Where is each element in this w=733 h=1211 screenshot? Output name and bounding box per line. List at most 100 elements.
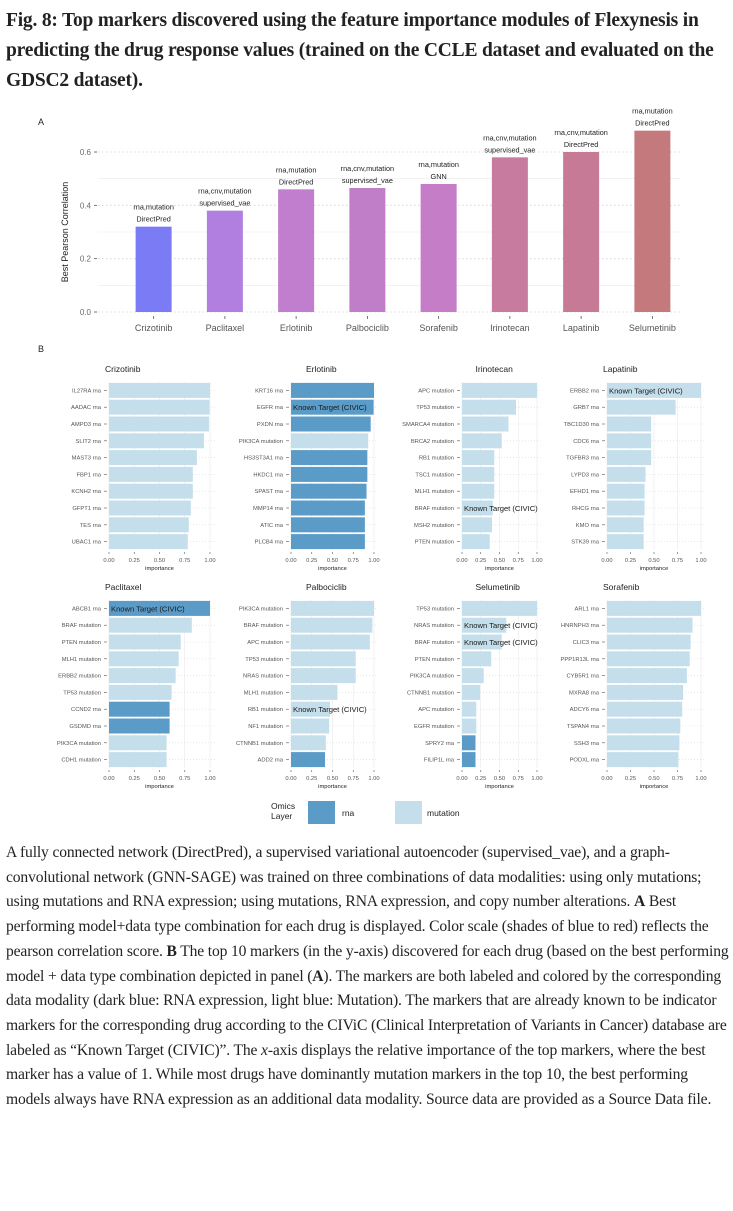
importance-bar [607, 617, 693, 633]
importance-bar [109, 735, 167, 751]
x-tick-label: 0.00 [601, 558, 612, 564]
marker-label: CLIC3 rna [573, 640, 600, 646]
panel-a-bar-chart: 0.0 0.2 0.4 0.6 Best Pearson Correlation Criz… [60, 107, 680, 333]
marker-label: BRAF mutation [415, 640, 454, 646]
y-axis-label: Best Pearson Correlation [60, 182, 70, 283]
x-tick-label: 0.50 [327, 558, 338, 564]
bar-annotation-data-type: rna,cnv,mutation [198, 187, 251, 196]
importance-bar [291, 416, 371, 432]
importance-bar [291, 483, 367, 499]
marker-label: ERBB2 mutation [58, 674, 101, 680]
marker-label: BRAF mutation [415, 506, 454, 512]
panel-title: Crizotinib [105, 364, 141, 374]
marker-label: PTEN mutation [415, 657, 454, 663]
marker-label: MMP14 rna [253, 506, 284, 512]
panel-title: Sorafenib [603, 582, 640, 592]
marker-label: MLH1 mutation [415, 489, 454, 495]
marker-label: AMPD3 rna [71, 422, 102, 428]
importance-bar [109, 634, 181, 650]
x-tick-label: 1.00 [204, 558, 215, 564]
importance-bar [607, 684, 684, 700]
marker-label: SPRY2 rna [425, 741, 455, 747]
importance-bar [109, 701, 170, 717]
marker-label: TSPAN4 rna [567, 724, 600, 730]
marker-label: APC mutation [418, 707, 454, 713]
marker-label: BRCA2 mutation [411, 439, 454, 445]
marker-label: CTNNB1 mutation [236, 741, 283, 747]
panel-title: Palbociclib [306, 582, 347, 592]
marker-label: MLH1 mutation [244, 690, 283, 696]
x-tick-label: Erlotinib [280, 323, 313, 333]
importance-bar [291, 600, 374, 616]
bar-erlotinib [278, 189, 315, 312]
marker-label: TSC1 mutation [415, 472, 454, 478]
x-tick-label: Irinotecan [490, 323, 530, 333]
x-tick-label: 0.25 [306, 776, 317, 782]
bar-annotation-model: DirectPred [564, 140, 598, 149]
x-tick-label: 0.00 [456, 776, 467, 782]
y-tick-label: 0.6 [80, 148, 92, 157]
marker-label: BRAF mutation [244, 623, 283, 629]
marker-label: FILIP1L rna [424, 758, 455, 764]
x-tick-label: 0.25 [306, 558, 317, 564]
x-axis-label: importance [485, 784, 514, 790]
importance-bar [462, 399, 516, 415]
marker-panel-erlotinib: Erlotinib 0.00 0.25 0.50 0.75 1.00 importance K… [239, 364, 380, 572]
known-target-label: Known Target (CIVIC) [293, 403, 367, 412]
x-tick-label: 0.50 [648, 776, 659, 782]
x-tick-label: Lapatinib [563, 323, 600, 333]
x-tick-label: 1.00 [531, 558, 542, 564]
importance-bar [462, 433, 502, 449]
marker-label: PTEN mutation [415, 540, 454, 546]
marker-panel-paclitaxel: Paclitaxel 0.00 0.25 0.50 0.75 1.00 importance… [57, 582, 216, 790]
x-tick-label: 0.75 [179, 558, 190, 564]
bar-annotation-model: supervised_vae [199, 199, 250, 208]
x-tick-label: 0.00 [285, 558, 296, 564]
x-tick-label: 0.25 [475, 776, 486, 782]
importance-bar [109, 668, 176, 684]
x-tick-label: Selumetinib [629, 323, 676, 333]
marker-label: PLCB4 rna [255, 540, 284, 546]
marker-label: BRAF mutation [62, 623, 101, 629]
x-tick-label: 0.50 [154, 558, 165, 564]
importance-bar [109, 534, 188, 550]
caption-text-4: ). The markers are both labeled and colo… [6, 967, 727, 1059]
x-tick-label: Sorafenib [419, 323, 458, 333]
known-target-label: Known Target (CIVIC) [464, 638, 538, 647]
importance-bar [607, 517, 644, 533]
marker-panel-lapatinib: Lapatinib 0.00 0.25 0.50 0.75 1.00 importance E… [564, 364, 707, 572]
importance-bar [291, 534, 365, 550]
marker-label: SLIT2 rna [76, 439, 102, 445]
importance-bar [291, 634, 370, 650]
caption-panel-a-ref: A [634, 893, 646, 911]
importance-bar [109, 416, 209, 432]
bar-irinotecan [491, 157, 528, 312]
importance-bar [462, 600, 537, 616]
importance-bar [607, 634, 691, 650]
importance-bar [462, 517, 492, 533]
importance-bar [607, 718, 681, 734]
marker-label: AADAC rna [71, 405, 102, 411]
marker-label: NRAS mutation [243, 674, 283, 680]
marker-label: ADD2 rna [258, 758, 284, 764]
panel-title: Lapatinib [603, 364, 638, 374]
importance-bar [607, 534, 644, 550]
caption-x-axis-italic: x [261, 1041, 268, 1059]
bar-crizotinib [135, 226, 172, 312]
x-axis-label: importance [640, 784, 669, 790]
x-tick-label: 0.75 [348, 776, 359, 782]
marker-label: NF1 mutation [248, 724, 283, 730]
caption-text-1: A fully connected network (DirectPred), … [6, 844, 702, 911]
marker-label: PIK3CA mutation [410, 674, 454, 680]
x-axis-label: importance [640, 566, 669, 572]
panel-b-label: B [38, 344, 45, 354]
x-tick-label: 0.75 [672, 558, 683, 564]
marker-label: SMARCA4 mutation [402, 422, 454, 428]
marker-label: TGFBR3 rna [566, 456, 600, 462]
marker-label: PTEN mutation [62, 640, 101, 646]
x-tick-label: 0.00 [103, 776, 114, 782]
importance-bar [462, 735, 476, 751]
marker-label: TBC1D30 rna [564, 422, 600, 428]
marker-label: ERBB2 rna [570, 388, 600, 394]
